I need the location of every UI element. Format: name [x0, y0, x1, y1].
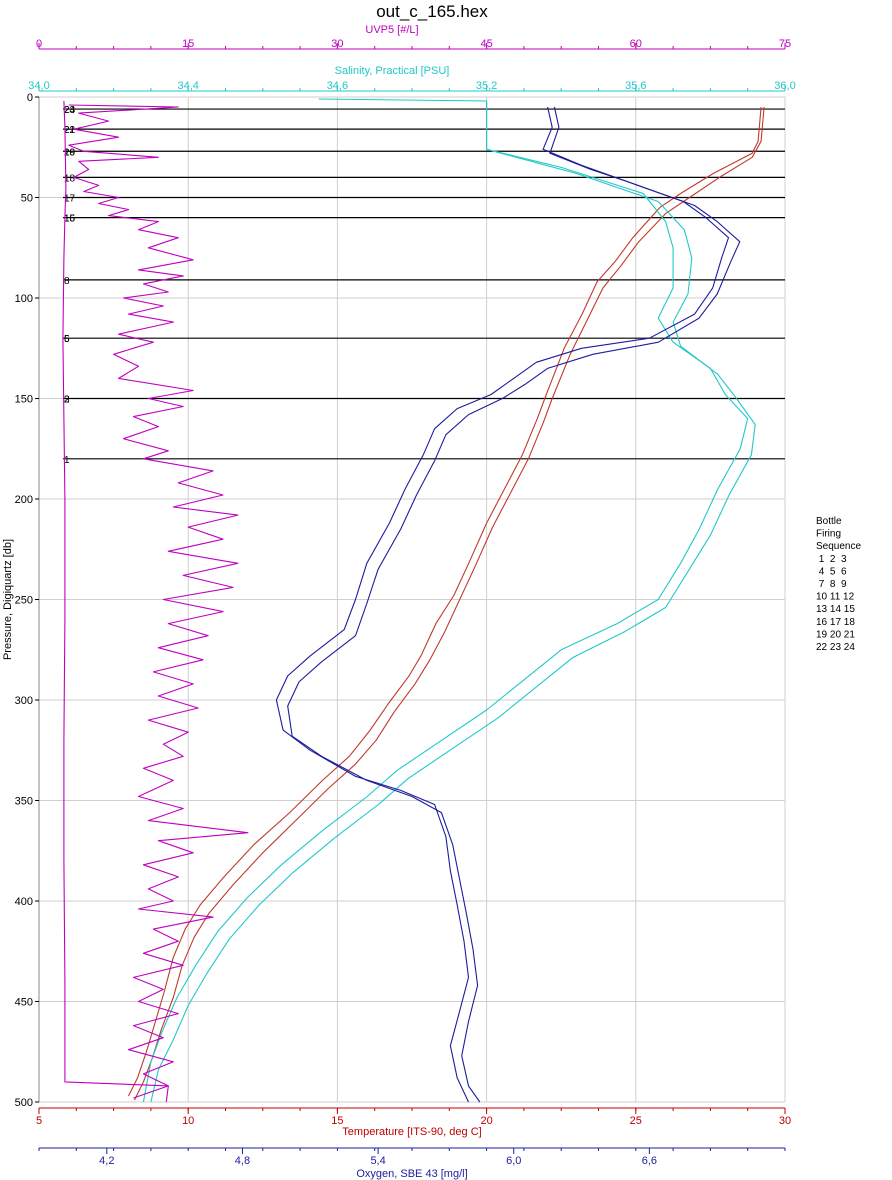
temperature-tick-label: 10 [182, 1115, 194, 1127]
salinity-tick-label: 34,4 [177, 80, 198, 92]
temperature-tick-label: 30 [779, 1115, 791, 1127]
salinity-tick-label: 35,2 [476, 80, 497, 92]
bottle-label: 1 [64, 455, 70, 466]
bottle-label-overlap: 21 [64, 125, 76, 136]
temperature-tick-label: 20 [480, 1115, 492, 1127]
y-tick-label: 0 [27, 92, 33, 104]
y-tick-label: 100 [15, 293, 33, 305]
temperature-tick-label: 15 [331, 1115, 343, 1127]
salinity-tick-label: 34,6 [327, 80, 348, 92]
salinity-axis-label: Salinity, Practical [PSU] [335, 65, 450, 77]
legend-line: Sequence [816, 541, 861, 552]
salinity-tick-label: 35,6 [625, 80, 646, 92]
y-tick-label: 50 [21, 193, 33, 205]
bottle-label-overlap: 2 [64, 395, 70, 406]
uvp5-tick-label: 60 [630, 38, 642, 50]
y-tick-label: 300 [15, 695, 33, 707]
y-tick-label: 250 [15, 595, 33, 607]
oxygen-profile-line-1 [275, 106, 730, 1103]
y-tick-label: 400 [15, 896, 33, 908]
legend-line: 16 17 18 [816, 617, 855, 628]
legend-line: 7 8 9 [816, 579, 847, 590]
legend-line: 13 14 15 [816, 604, 855, 615]
oxygen-tick-label: 5,4 [370, 1155, 385, 1167]
oxygen-axis-label: Oxygen, SBE 43 [mg/l] [356, 1168, 467, 1180]
temperature-profile-line-2 [134, 106, 765, 1101]
bottle-label: 3 [64, 395, 70, 406]
y-tick-label: 450 [15, 997, 33, 1009]
axes: 050100150200250300350400450500Pressure, … [2, 24, 796, 1180]
chart-title: out_c_165.hex [376, 2, 488, 21]
salinity-profile-line-1 [142, 98, 749, 1103]
bottle-label-overlap: 15 [64, 214, 76, 225]
bottle-label: 16 [64, 214, 76, 225]
temperature-tick-label: 25 [630, 1115, 642, 1127]
oxygen-tick-label: 6,6 [642, 1155, 657, 1167]
uvp5-tick-label: 0 [36, 38, 42, 50]
bottle-label-overlap: 5 [64, 334, 70, 345]
temperature-axis-label: Temperature [ITS-90, deg C] [342, 1126, 481, 1138]
legend-line: Bottle [816, 516, 842, 527]
oxygen-tick-label: 4,8 [235, 1155, 250, 1167]
oxygen-tick-label: 6,0 [506, 1155, 521, 1167]
bottle-label: 17 [64, 194, 76, 205]
uvp5-axis-label: UVP5 [#/L] [365, 24, 418, 36]
oxygen-tick-label: 4,2 [99, 1155, 114, 1167]
bottle-label-overlap: 23 [64, 105, 76, 116]
uvp5-profile-line-2 [68, 104, 249, 1099]
y-tick-label: 200 [15, 494, 33, 506]
y-tick-label: 150 [15, 394, 33, 406]
data-series [62, 98, 765, 1103]
bottle-label-overlap: 19 [64, 147, 76, 158]
legend-line: 19 20 21 [816, 629, 855, 640]
uvp5-profile-line-1 [62, 100, 169, 1103]
temperature-profile-line-1 [128, 106, 762, 1097]
bottle-label: 22 [64, 125, 76, 136]
y-axis-label: Pressure, Digiquartz [db] [2, 539, 14, 660]
legend-line: Firing [816, 529, 841, 540]
bottle-label: 6 [64, 334, 70, 345]
oxygen-profile-line-2 [287, 106, 741, 1103]
bottle-label: 18 [64, 173, 76, 184]
y-tick-label: 500 [15, 1097, 33, 1109]
temperature-tick-label: 5 [36, 1115, 42, 1127]
bottle-label: 24 [64, 105, 76, 116]
uvp5-tick-label: 15 [182, 38, 194, 50]
salinity-profile-line-2 [150, 101, 756, 1103]
legend-line: 1 2 3 [816, 554, 847, 565]
uvp5-tick-label: 45 [480, 38, 492, 50]
uvp5-tick-label: 30 [331, 38, 343, 50]
uvp5-tick-label: 75 [779, 38, 791, 50]
bottle-label: 8 [64, 276, 70, 287]
legend-line: 10 11 12 [816, 592, 855, 603]
y-tick-label: 350 [15, 796, 33, 808]
bottle-label: 20 [64, 147, 76, 158]
legend-line: 22 23 24 [816, 642, 855, 653]
salinity-tick-label: 34,0 [28, 80, 49, 92]
legend-line: 4 5 6 [816, 566, 847, 577]
salinity-tick-label: 36,0 [774, 80, 795, 92]
